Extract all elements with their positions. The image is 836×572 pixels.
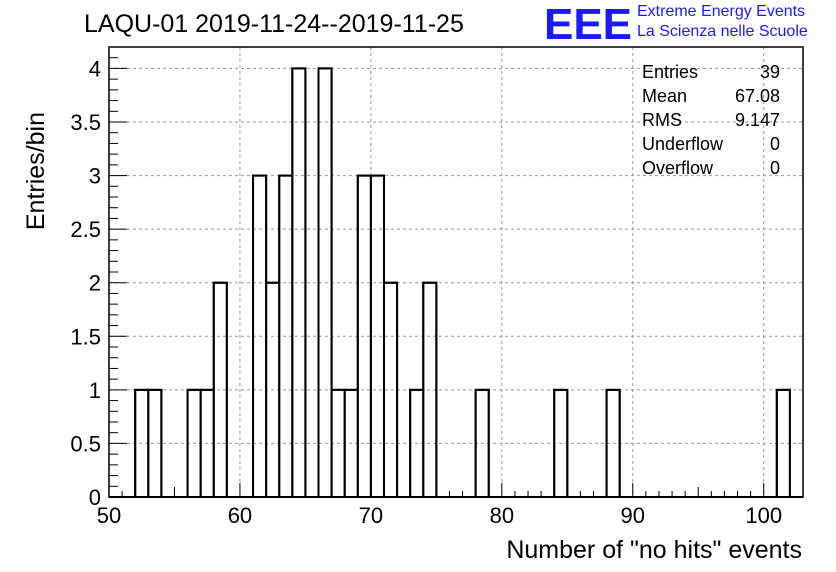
x-tick-label: 80	[490, 503, 514, 528]
x-axis-label: Number of "no hits" events	[506, 536, 802, 564]
x-tick-label: 70	[359, 503, 383, 528]
logo-line-2: La Scienza nelle Scuole	[637, 23, 808, 40]
y-tick-label: 0	[89, 485, 101, 510]
y-tick-label: 1.5	[70, 324, 101, 349]
stat-label: Entries	[642, 62, 699, 82]
y-axis-label: Entries/bin	[22, 112, 50, 231]
stat-overflow: Overflow 0	[642, 156, 780, 180]
chart-title: LAQU-01 2019-11-24--2019-11-25	[84, 10, 464, 38]
x-tick-label: 60	[228, 503, 252, 528]
stats-box: Entries 39 Mean 67.08 RMS 9.147 Underflo…	[642, 60, 780, 180]
stat-value: 0	[769, 134, 780, 154]
stat-label: Overflow	[642, 158, 714, 178]
x-tick-label: 100	[745, 503, 782, 528]
stat-value: 39	[759, 62, 780, 82]
eee-logo: EEE	[544, 2, 632, 42]
stat-mean: Mean 67.08	[642, 84, 780, 108]
stat-entries: Entries 39	[642, 60, 780, 84]
y-tick-label: 2.5	[70, 217, 101, 242]
stat-label: RMS	[642, 110, 682, 130]
stat-rms: RMS 9.147	[642, 108, 780, 132]
y-tick-label: 1	[89, 378, 101, 403]
histogram-bin	[369, 174, 385, 498]
logo-line-1: Extreme Energy Events	[637, 3, 806, 20]
stat-label: Mean	[642, 86, 688, 106]
x-tick-label: 90	[621, 503, 645, 528]
x-tick-label: 50	[97, 503, 121, 528]
eee-logo-letters: EEE	[544, 2, 632, 42]
stat-value: 0	[769, 158, 780, 178]
y-tick-label: 2	[89, 271, 101, 296]
stat-value: 9.147	[734, 110, 780, 130]
y-tick-label: 0.5	[70, 431, 101, 456]
stat-value: 67.08	[734, 86, 780, 106]
eee-logo-text: Extreme Energy Events La Scienza nelle S…	[637, 2, 808, 42]
y-tick-label: 4	[89, 56, 101, 81]
stat-underflow: Underflow 0	[642, 132, 780, 156]
stat-label: Underflow	[642, 134, 724, 154]
y-tick-label: 3	[89, 164, 101, 189]
y-tick-label: 3.5	[70, 110, 101, 135]
